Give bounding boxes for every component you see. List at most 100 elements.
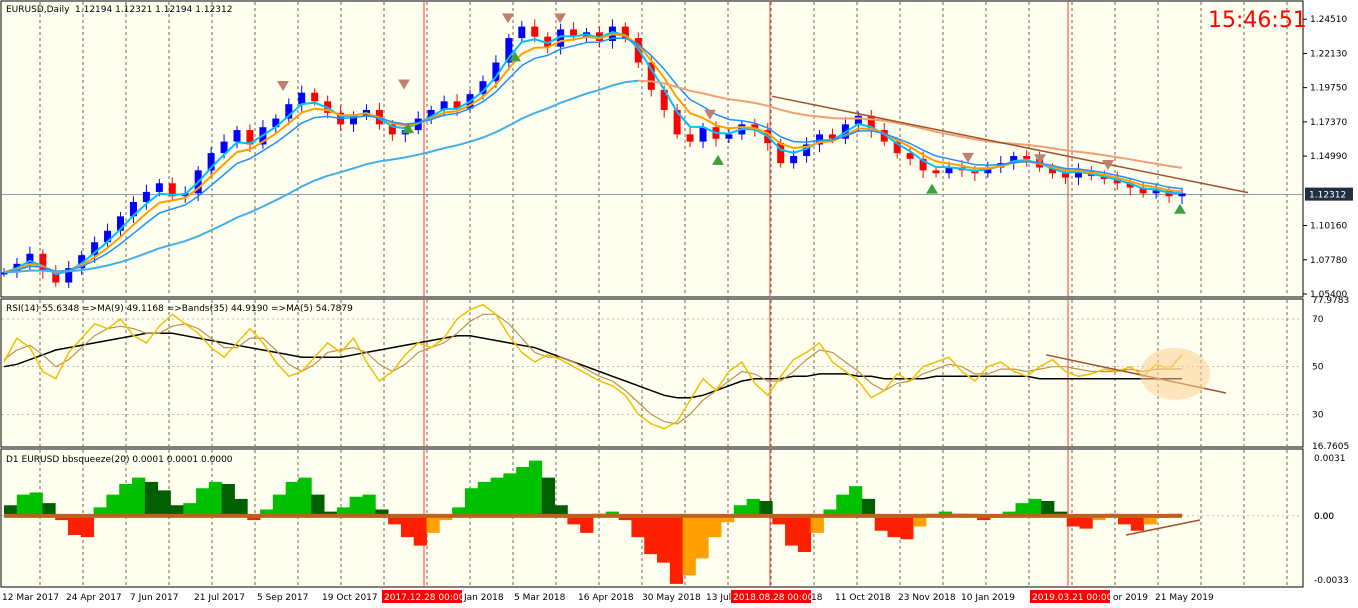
candle xyxy=(117,216,125,231)
squeeze-bar xyxy=(849,486,863,516)
squeeze-bar xyxy=(477,481,491,516)
squeeze-bar xyxy=(260,509,274,516)
price-tick-label: 1.19750 xyxy=(1310,84,1347,94)
time-label: 23 Nov 2018 xyxy=(898,593,956,603)
candle xyxy=(427,109,435,119)
ma-fast-line xyxy=(3,31,1183,276)
candle xyxy=(1061,173,1069,178)
squeeze-bar xyxy=(324,511,338,516)
time-label-highlight: 2019.03.21 00:00 xyxy=(1032,593,1113,603)
squeeze-bar xyxy=(490,477,504,516)
candle xyxy=(621,26,629,39)
candle xyxy=(880,130,888,142)
candle xyxy=(388,124,396,135)
squeeze-bar xyxy=(528,460,543,516)
candle xyxy=(285,104,293,119)
squeeze-bar xyxy=(874,515,888,531)
squeeze-bar xyxy=(516,467,530,516)
squeeze-bar xyxy=(913,515,927,527)
clock: 15:46:51 xyxy=(1208,8,1307,33)
time-label: 24 Apr 2017 xyxy=(66,593,122,603)
squeeze-bar xyxy=(170,505,184,516)
squeeze-bar xyxy=(1041,501,1055,516)
squeeze-bar xyxy=(80,515,95,538)
squeeze-bar xyxy=(221,484,235,516)
squeeze-bar xyxy=(503,473,517,516)
squeeze-bar xyxy=(311,494,325,516)
date-highlight-box xyxy=(1030,590,1110,603)
squeeze-bar xyxy=(16,494,31,516)
candle xyxy=(65,268,73,283)
candle xyxy=(660,89,668,110)
candle xyxy=(492,62,500,82)
squeeze-bar xyxy=(1066,515,1080,527)
candle xyxy=(220,141,228,154)
time-axis: 12 Mar 2017 24 Apr 2017 7 Jun 2017 21 Jul 2… xyxy=(2,590,1214,603)
squeeze-bar xyxy=(426,515,440,533)
price-pane[interactable]: EURUSD,Daily 1.12194 1.12321 1.12194 1.1… xyxy=(0,0,1307,298)
sell-arrow-icon xyxy=(502,13,514,24)
rsi-line xyxy=(3,303,1183,430)
candle xyxy=(932,170,940,174)
time-label: 5 Mar 2018 xyxy=(514,593,566,603)
squeeze-bar xyxy=(887,515,901,538)
rsi-tick-label: 30 xyxy=(1312,410,1324,420)
squeeze-bar xyxy=(785,515,799,546)
squeeze-bar xyxy=(388,515,402,525)
time-label: 10 Jan 2019 xyxy=(961,593,1015,603)
candle xyxy=(1152,190,1160,194)
candle xyxy=(816,134,824,145)
squeeze-bar xyxy=(400,515,415,538)
candle xyxy=(505,38,513,63)
candle xyxy=(1139,187,1147,194)
squeeze-bar xyxy=(208,481,223,516)
candle xyxy=(26,253,34,264)
squeeze-bar xyxy=(657,515,671,563)
candle xyxy=(1049,167,1057,174)
candle xyxy=(1178,193,1186,197)
candle xyxy=(906,153,914,159)
candle xyxy=(531,26,539,37)
candle xyxy=(298,92,306,105)
squeeze-bar xyxy=(1053,511,1068,516)
price-tick-label: 1.05400 xyxy=(1310,290,1347,300)
candle xyxy=(803,144,811,156)
time-label: Jan 2018 xyxy=(463,593,504,603)
squeeze-bar xyxy=(900,515,914,540)
candle xyxy=(0,272,8,275)
candle xyxy=(207,153,215,171)
candle xyxy=(104,230,112,243)
buy-arrow-icon xyxy=(1174,203,1186,214)
squeeze-bar xyxy=(55,515,69,521)
squeeze-bar xyxy=(413,515,427,546)
price-axis: 1.24510 1.22130 1.19750 1.17370 1.14990 1.123… xyxy=(1303,15,1353,586)
squeeze-bar xyxy=(1143,515,1157,525)
candle xyxy=(78,255,86,269)
candle xyxy=(440,101,448,110)
candle xyxy=(39,253,47,271)
ma-mid-line xyxy=(3,37,1183,274)
ma-orange-line xyxy=(3,33,1183,274)
squeeze-bar xyxy=(977,515,991,521)
current-price-tag xyxy=(1305,187,1353,201)
squeeze-pane[interactable]: D1 EURUSD bbsqueeze(20) 0.0001 0.0001 0.… xyxy=(0,448,1304,588)
candle xyxy=(557,29,565,47)
squeeze-bar xyxy=(631,515,645,538)
candle xyxy=(155,183,163,192)
squeeze-bar xyxy=(362,494,376,516)
rsi-pane[interactable]: RSI(14) 55.6348 =>MA(9) 49.1168 =>Bands(… xyxy=(0,298,1304,448)
squeeze-bar xyxy=(375,509,389,516)
candle xyxy=(479,81,487,95)
candle xyxy=(1100,176,1108,179)
candle xyxy=(1074,170,1082,178)
squeeze-bar xyxy=(68,515,82,535)
candle xyxy=(544,36,552,47)
squeeze-bar xyxy=(644,515,658,555)
squeeze-tick-label: 0.00 xyxy=(1314,512,1334,522)
squeeze-bar xyxy=(1092,515,1106,521)
candle xyxy=(790,155,798,164)
squeeze-bar xyxy=(464,488,479,516)
squeeze-bar xyxy=(1117,515,1132,525)
candle xyxy=(233,130,241,142)
